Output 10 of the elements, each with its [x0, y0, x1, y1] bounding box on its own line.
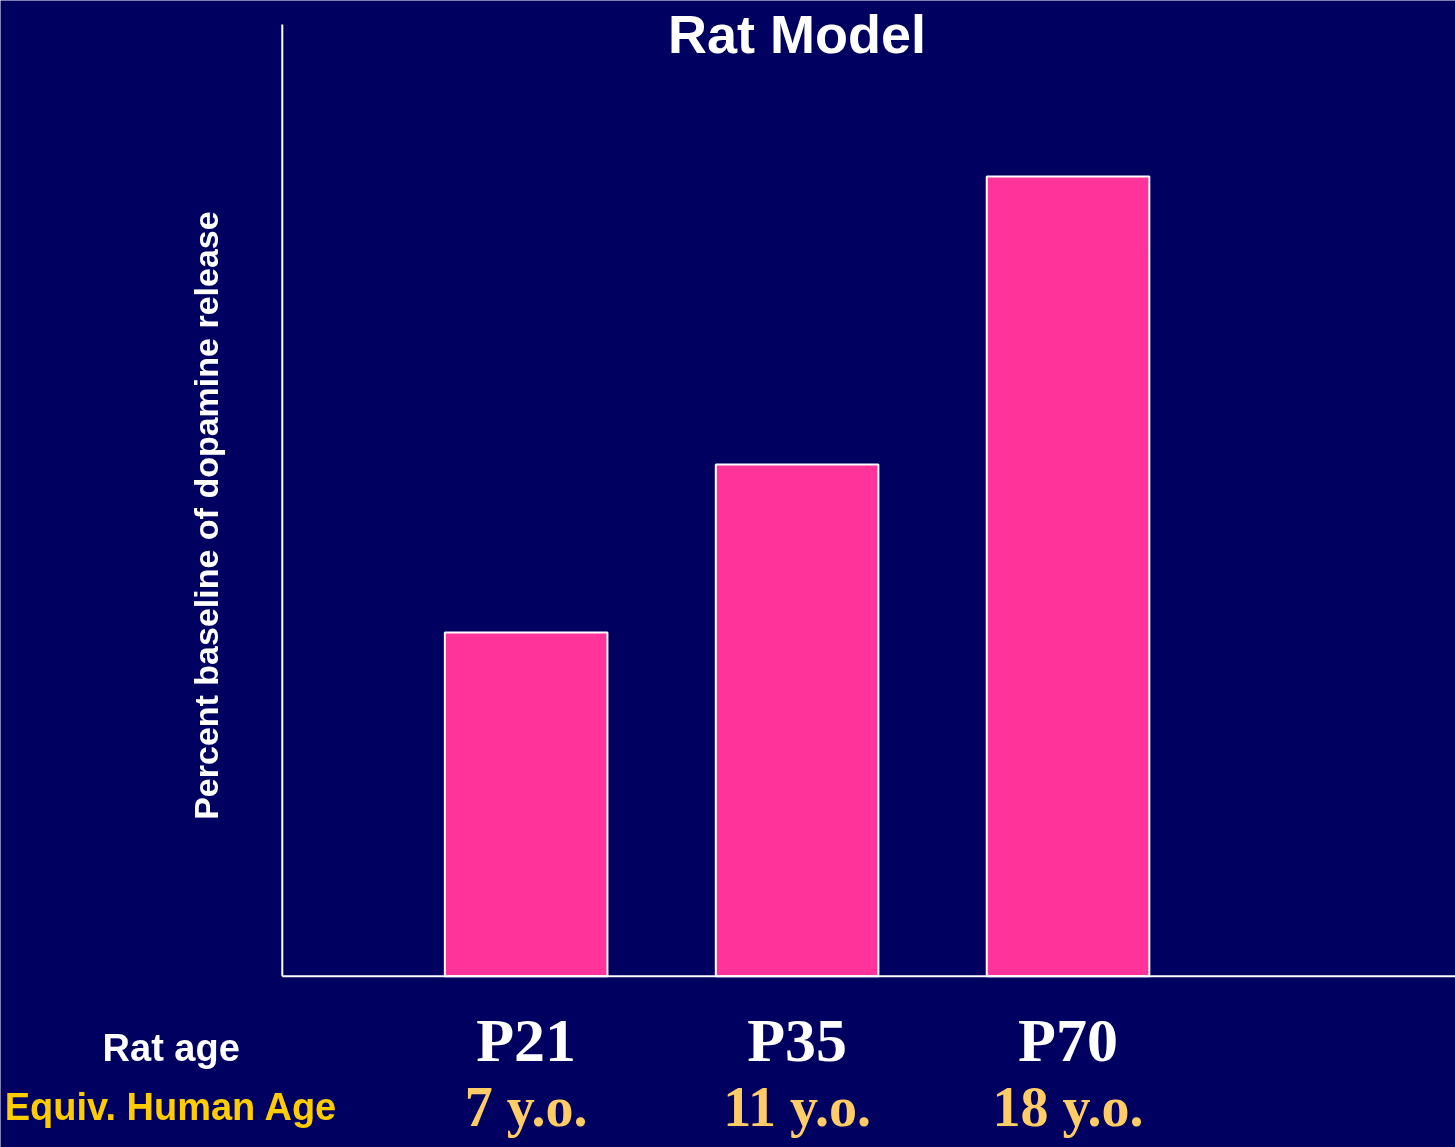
text: 7 y.o. — [464, 1075, 588, 1138]
x-tick-label: P35 — [747, 1006, 848, 1075]
text: 18 y.o. — [992, 1075, 1144, 1138]
x-tick-label: P70 — [1018, 1006, 1118, 1075]
text: Equiv. Human Age — [4, 1085, 337, 1128]
y-axis-title: Percent baseline of dopamine release — [187, 211, 226, 820]
text: 11 y.o. — [723, 1075, 872, 1138]
x-tick-label: P21 — [476, 1006, 577, 1075]
chart-title: Rat Model — [668, 4, 927, 65]
text: Rat age — [102, 1027, 240, 1070]
